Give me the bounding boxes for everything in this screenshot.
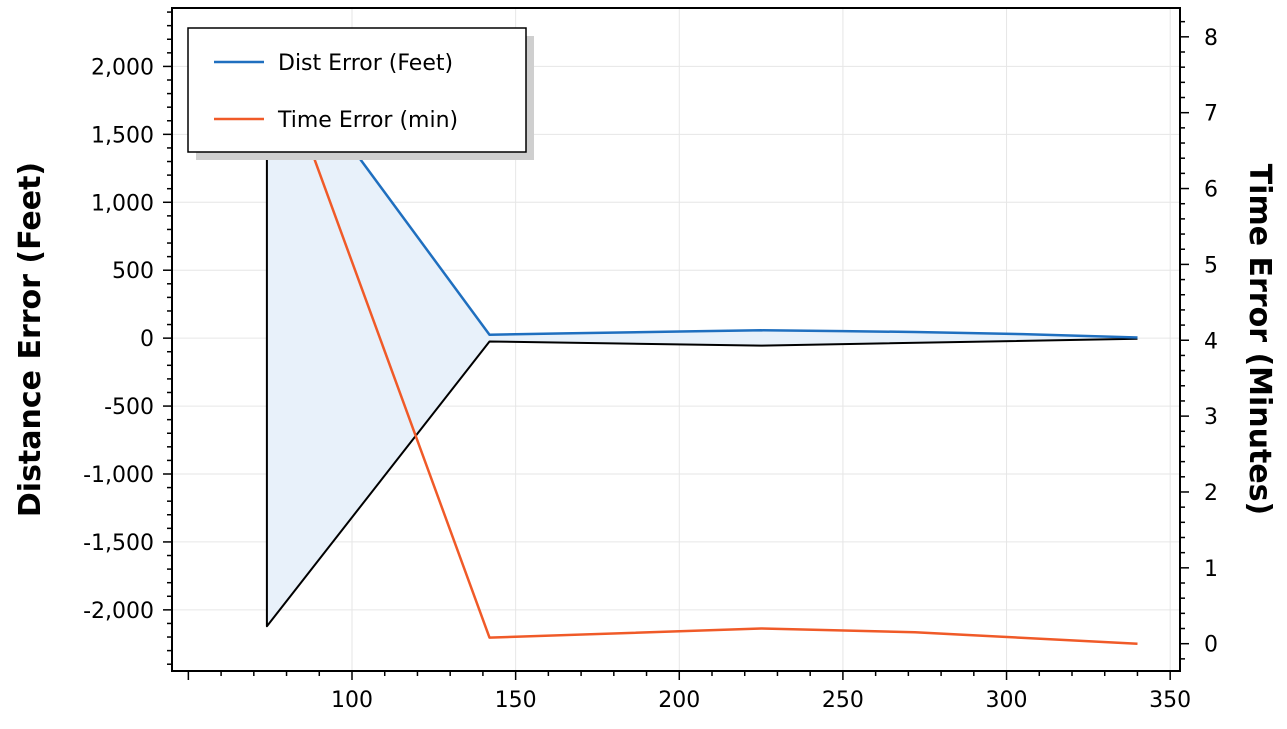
error-band-fill: [266, 32, 1138, 627]
y-right-tick-label: 1: [1204, 557, 1218, 582]
x-tick-label: 300: [986, 688, 1028, 713]
error-band-lower-edge: [265, 32, 1138, 628]
plot-frame: [171, 7, 1181, 672]
y-left-tick-label: -1,000: [83, 463, 154, 488]
y-left-tick-label: 500: [112, 259, 154, 284]
y-right-tick-label: 0: [1204, 633, 1218, 658]
y-left-tick-label: 2,000: [91, 55, 154, 80]
legend-label: Dist Error (Feet): [278, 51, 453, 76]
x-tick-label: 150: [495, 688, 537, 713]
error-band-layer: [265, 32, 1138, 628]
x-tick-label: 250: [822, 688, 864, 713]
y-right-tick-label: 4: [1204, 329, 1218, 354]
legend-box: [187, 27, 527, 153]
y-right-tick-label: 3: [1204, 405, 1218, 430]
axes-layer: 100 150 200 250 300 3502,0001,5001,0005000-50…: [13, 7, 1277, 713]
y-left-tick-label: 0: [140, 327, 154, 352]
y-left-tick-label: -1,500: [83, 531, 154, 556]
dist-error-line: [265, 31, 1138, 339]
y-left-tick-label: -500: [104, 395, 154, 420]
x-tick-label: 200: [658, 688, 700, 713]
time-error-line: [265, 28, 1138, 645]
y-right-axis-title: Time Error (Minutes): [1242, 164, 1277, 516]
legend: Dist Error (Feet) Time Error (min): [187, 27, 534, 160]
y-left-axis-title: Distance Error (Feet): [13, 162, 48, 517]
y-left-tick-label: 1,500: [91, 123, 154, 148]
series-layer: [265, 28, 1138, 645]
y-left-tick-label: 1,000: [91, 191, 154, 216]
y-left-tick-label: -2,000: [83, 599, 154, 624]
legend-label: Time Error (min): [277, 108, 458, 133]
y-right-tick-label: 6: [1204, 178, 1218, 203]
x-tick-label: 350: [1149, 688, 1191, 713]
y-right-tick-label: 8: [1204, 26, 1218, 51]
y-right-tick-label: 2: [1204, 481, 1218, 506]
x-tick-label: 100: [331, 688, 373, 713]
y-right-tick-label: 7: [1204, 102, 1218, 127]
y-right-tick-label: 5: [1204, 253, 1218, 278]
